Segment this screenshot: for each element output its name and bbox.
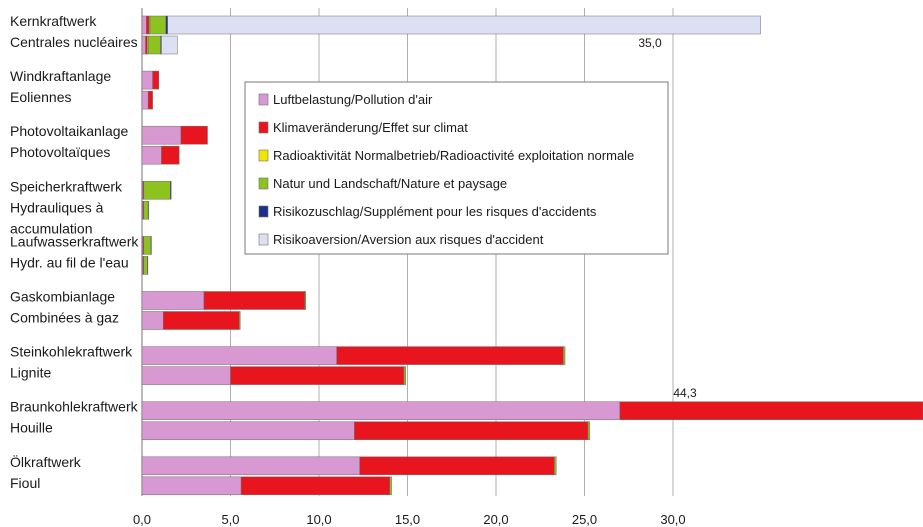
bar-segment [389, 476, 392, 496]
category-label: Combinées à gaz [10, 310, 119, 326]
bar-segment [147, 256, 149, 275]
category-label: Speicherkraftwerk [10, 178, 123, 194]
bar-segment [354, 421, 589, 440]
bar-segment [141, 145, 162, 165]
bar-segment [143, 201, 149, 220]
data-labels: 35,0 44,3 [638, 36, 697, 400]
category-label: Gaskombianlage [10, 289, 115, 305]
bar-segment [240, 476, 391, 496]
category-label: Lignite [10, 365, 51, 381]
bar-segment [141, 35, 146, 55]
bar-segment [161, 35, 178, 55]
category-label: Kernkraftwerk [10, 13, 97, 29]
category-label: Photovoltaïques [10, 144, 110, 160]
bar-segment [587, 421, 591, 440]
x-tick-label: 0,0 [133, 512, 151, 527]
bar-segment [554, 456, 557, 476]
bar-segment [141, 421, 355, 440]
category-label: Braunkohlekraftwerk [10, 399, 139, 415]
bar-segment [230, 366, 405, 385]
x-tick-label: 25,0 [572, 512, 597, 527]
data-label: 35,0 [638, 36, 662, 50]
bar-segment [141, 476, 242, 496]
bar-segment [141, 90, 149, 110]
bar-segment [143, 181, 171, 200]
legend-label: Klimaveränderung/Effet sur climat [273, 120, 468, 135]
bar-segment [239, 311, 241, 330]
bar-segment [304, 291, 306, 310]
legend-box [244, 81, 669, 255]
bar-segment [143, 256, 148, 275]
category-label: Hydrauliques à [10, 199, 104, 215]
category-label: Hydr. au fil de l'eau [10, 254, 129, 270]
x-tick-label: 5,0 [221, 512, 239, 527]
bar-segment [149, 15, 167, 35]
bar-segment [141, 366, 231, 385]
bar-segment [180, 125, 208, 145]
legend-label: Natur und Landschaft/Nature et paysage [273, 176, 507, 191]
x-tick-label: 10,0 [306, 512, 331, 527]
legend-label: Luftbelastung/Pollution d'air [273, 92, 433, 107]
bar-segment [147, 90, 153, 110]
bar-segment [141, 401, 621, 420]
x-tick-label: 30,0 [660, 512, 685, 527]
bar-segment [147, 201, 150, 220]
category-label: Photovoltaikanlage [10, 123, 129, 139]
bar-segment [563, 346, 566, 365]
data-label: 44,3 [673, 386, 697, 400]
legend-swatch [258, 149, 269, 162]
category-labels: Kernkraftwerk Centrales nucléaires Windkra… [10, 13, 139, 491]
category-label: Fioul [10, 475, 40, 491]
category-label: Eoliennes [10, 89, 72, 105]
bar-segment [141, 456, 360, 476]
legend-swatch [258, 233, 269, 246]
category-label: Ölkraftwerk [10, 453, 82, 470]
bar-segment [141, 70, 153, 90]
category-label: Windkraftanlage [10, 68, 111, 84]
legend-label: Risikozuschlag/Supplément pour les risqu… [273, 204, 597, 219]
bar-segment [359, 456, 555, 476]
legend: Luftbelastung/Pollution d'air Klimaveränd… [244, 81, 669, 255]
bar-segment [170, 181, 172, 200]
bar-segment [150, 236, 152, 255]
bar-segment [141, 346, 337, 365]
legend-swatch [258, 205, 269, 218]
category-label: Laufwasserkraftwerk [10, 233, 139, 249]
legend-swatch [258, 93, 269, 106]
legend-label: Risikoaversion/Aversion aux risques d'ac… [273, 232, 544, 247]
x-tick-label: 20,0 [483, 512, 508, 527]
bar-segment [336, 346, 564, 365]
x-tick-label: 15,0 [395, 512, 420, 527]
bar-segment [143, 236, 152, 255]
bar-segment [146, 15, 150, 35]
bar-segment [403, 366, 406, 385]
bar-segment [167, 15, 761, 35]
bar-segment [203, 291, 306, 310]
bar-segment [141, 15, 147, 35]
bar-segment [162, 311, 240, 330]
bar-segment [141, 291, 205, 310]
legend-swatch [258, 121, 269, 134]
bar-segment [161, 145, 180, 165]
bar-segment [145, 35, 148, 55]
category-label: Steinkohlekraftwerk [10, 344, 133, 360]
bar-segment [147, 35, 161, 55]
legend-label: Radioaktivität Normalbetrieb/Radioactivi… [273, 148, 634, 163]
legend-swatch [258, 177, 269, 190]
category-label: Houille [10, 420, 53, 436]
bar-segment [141, 125, 182, 145]
bar-segment [165, 15, 168, 35]
category-label: accumulation [10, 220, 93, 236]
category-label: Centrales nucléaires [10, 34, 138, 50]
bar-segment [152, 70, 160, 90]
bars [141, 15, 923, 496]
bar-segment [619, 401, 923, 420]
x-axis-ticks: 0,0 5,0 10,0 15,0 20,0 25,0 30,0 [133, 512, 686, 527]
bar-segment [141, 311, 164, 330]
